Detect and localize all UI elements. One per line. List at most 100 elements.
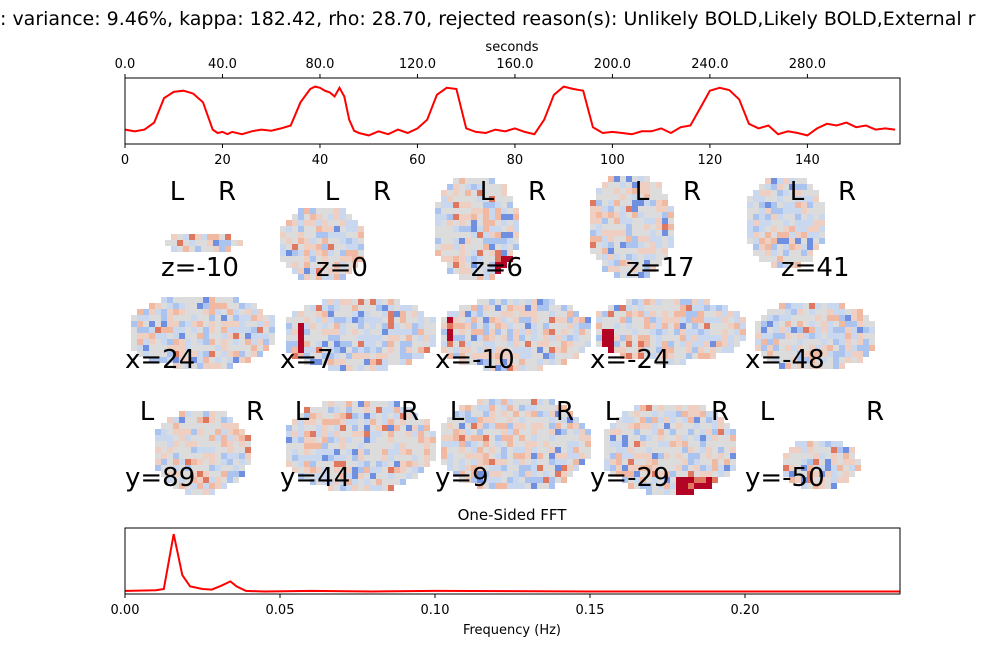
voxel xyxy=(370,449,376,455)
voxel xyxy=(803,309,809,315)
voxel xyxy=(328,449,334,455)
voxel xyxy=(596,317,602,323)
voxel xyxy=(525,347,531,353)
voxel xyxy=(191,465,197,471)
voxel xyxy=(791,357,797,363)
voxel xyxy=(406,437,412,443)
voxel xyxy=(596,254,602,260)
voxel xyxy=(233,471,239,477)
voxel xyxy=(225,246,231,252)
voxel xyxy=(477,299,483,305)
voxel xyxy=(644,248,650,254)
voxel xyxy=(537,453,543,459)
voxel xyxy=(801,238,807,244)
voxel xyxy=(495,471,501,477)
voxel xyxy=(501,256,507,262)
voxel xyxy=(489,178,495,184)
voxel xyxy=(728,341,734,347)
voxel xyxy=(155,435,161,441)
voxel xyxy=(292,353,298,359)
voxel xyxy=(161,459,167,465)
voxel xyxy=(316,425,322,431)
voxel xyxy=(143,345,149,351)
voxel xyxy=(167,471,173,477)
voxel xyxy=(489,471,495,477)
voxel xyxy=(424,329,430,335)
voxel xyxy=(441,423,447,429)
voxel xyxy=(724,435,730,441)
voxel xyxy=(316,238,322,244)
voxel xyxy=(827,357,833,363)
voxel xyxy=(412,437,418,443)
voxel xyxy=(400,479,406,485)
voxel xyxy=(801,250,807,256)
voxel xyxy=(797,303,803,309)
voxel xyxy=(382,323,388,329)
voxel xyxy=(388,437,394,443)
fft-tick-label: 0.20 xyxy=(731,603,760,618)
voxel xyxy=(608,248,614,254)
voxel xyxy=(340,359,346,365)
voxel xyxy=(322,431,328,437)
left-marker: L xyxy=(635,177,650,207)
voxel xyxy=(674,323,680,329)
voxel xyxy=(453,238,459,244)
voxel xyxy=(173,327,179,333)
voxel xyxy=(682,471,688,477)
voxel xyxy=(771,190,777,196)
voxel xyxy=(531,483,537,489)
voxel xyxy=(567,411,573,417)
voxel xyxy=(513,347,519,353)
voxel xyxy=(453,262,459,268)
voxel xyxy=(620,230,626,236)
voxel xyxy=(718,435,724,441)
voxel xyxy=(779,363,785,369)
voxel xyxy=(531,471,537,477)
voxel xyxy=(650,305,656,311)
voxel xyxy=(779,357,785,363)
voxel xyxy=(813,459,819,465)
voxel xyxy=(674,341,680,347)
voxel xyxy=(185,357,191,363)
voxel xyxy=(447,453,453,459)
voxel xyxy=(662,200,668,206)
voxel xyxy=(855,459,861,465)
voxel xyxy=(676,489,682,495)
voxel xyxy=(424,449,430,455)
voxel xyxy=(531,399,537,405)
voxel xyxy=(688,441,694,447)
voxel xyxy=(489,190,495,196)
voxel xyxy=(471,226,477,232)
voxel xyxy=(632,224,638,230)
voxel xyxy=(310,232,316,238)
voxel xyxy=(638,341,644,347)
voxel xyxy=(680,317,686,323)
voxel xyxy=(459,190,465,196)
voxel xyxy=(340,437,346,443)
voxel xyxy=(614,329,620,335)
voxel xyxy=(825,465,831,471)
bottom-tick-label: 0 xyxy=(121,153,129,168)
voxel xyxy=(203,303,209,309)
voxel xyxy=(477,411,483,417)
voxel xyxy=(197,363,203,369)
voxel xyxy=(203,447,209,453)
voxel xyxy=(650,188,656,194)
voxel xyxy=(322,268,328,274)
voxel xyxy=(682,429,688,435)
voxel xyxy=(801,453,807,459)
voxel xyxy=(376,317,382,323)
voxel xyxy=(634,423,640,429)
voxel xyxy=(221,297,227,303)
voxel xyxy=(310,323,316,329)
voxel xyxy=(608,305,614,311)
voxel xyxy=(304,238,310,244)
voxel xyxy=(753,190,759,196)
voxel xyxy=(596,224,602,230)
voxel xyxy=(585,335,591,341)
voxel xyxy=(608,224,614,230)
voxel xyxy=(328,467,334,473)
voxel xyxy=(489,477,495,483)
voxel xyxy=(292,244,298,250)
voxel xyxy=(795,232,801,238)
